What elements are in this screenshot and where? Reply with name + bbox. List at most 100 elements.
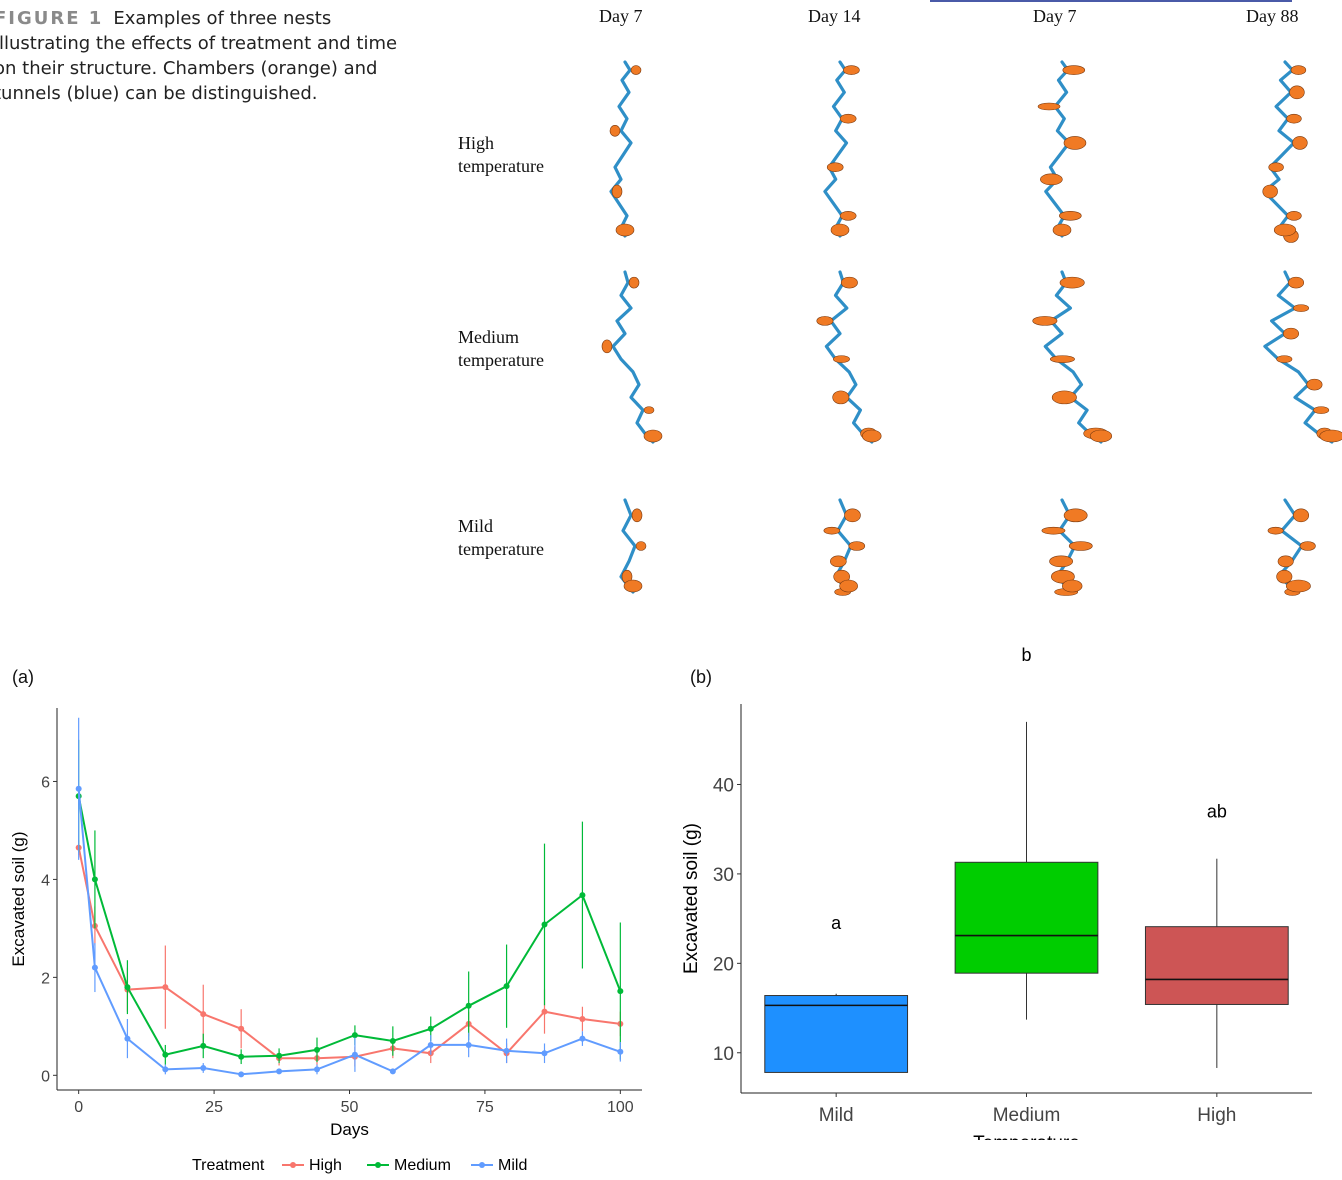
x-tick-label: Mild [819,1105,854,1126]
box-body [764,995,909,1073]
chamber [1277,555,1294,568]
row-label-line1: High [458,133,494,153]
legend-item: High [282,1157,342,1174]
column-header-1: Day 7 [599,6,643,26]
data-point [579,1015,586,1022]
data-point [162,984,169,991]
chamber [1062,65,1086,75]
chamber [830,223,850,237]
chamber [1288,276,1305,289]
column-header-2: Day 14 [808,6,861,26]
chamber [1286,210,1302,221]
chamber [1068,541,1093,551]
chamber [1051,390,1077,405]
nest-drawing [1267,498,1316,596]
chamber [623,579,643,593]
column-header-3: Day 7 [1033,6,1077,26]
nest-drawing [601,270,663,444]
row-label-high: High temperature [458,132,544,178]
legend-label: Medium [394,1157,451,1174]
chamber [830,555,847,568]
chamber [643,406,655,414]
data-point [617,1048,624,1055]
y-tick-label: 2 [41,970,50,987]
chamber [1050,569,1075,584]
box-body [1144,926,1289,1005]
panel-a-label: (a) [12,667,34,687]
chamber [826,162,844,173]
box-mild: a [764,913,909,1073]
chamber [1059,210,1082,221]
nest-drawing [1262,60,1308,243]
y-tick-label: 4 [41,872,50,889]
legend-item: Mild [471,1157,527,1174]
data-point [503,983,510,990]
chamber [628,276,640,289]
legend-label: High [309,1157,342,1174]
chamber [1049,355,1075,363]
column-header-4: Day 88 [1246,6,1299,26]
y-axis-title: Excavated soil (g) [681,823,702,974]
chamber [1052,223,1072,237]
chamber [1267,526,1284,535]
data-point [162,1051,169,1058]
series-mild [75,717,624,1078]
chamber [1268,162,1284,173]
x-tick-label: 0 [74,1099,83,1116]
chamber [823,526,841,535]
box-high: ab [1144,801,1289,1068]
caption-text: Examples of three nests illustrating the… [0,8,398,104]
chamber [1032,316,1058,326]
data-point [75,785,82,792]
x-axis-title: Days [330,1120,369,1139]
nest-drawing [1263,270,1342,444]
series-line [77,796,622,1058]
data-point [351,1051,358,1058]
legend-item: Medium [367,1157,451,1174]
data-point [579,892,586,899]
chamber [1293,508,1310,523]
chamber [1273,223,1297,237]
data-point [465,1002,472,1009]
chamber [1276,355,1293,363]
series-line [77,847,621,1060]
data-point [314,1046,320,1053]
y-tick-label: 10 [713,1044,734,1065]
line-chart: 0 2 4 6 0 25 50 75 100 Days Excavated soil (g) Trea… [9,708,642,1174]
x-tick-label: 75 [476,1099,494,1116]
chamber [1041,526,1066,535]
chamber [601,339,613,354]
legend-key-point [375,1162,381,1168]
chamber [1299,541,1316,551]
figure-label: FIGURE 1 [0,8,104,29]
row-label-line1: Medium [458,327,519,347]
x-tick-label: Medium [993,1105,1061,1126]
legend-key-point [479,1162,485,1168]
chamber [816,316,834,326]
x-tick-label: High [1197,1105,1236,1126]
chamber [832,390,850,405]
data-point [427,1025,434,1032]
tunnel [1263,270,1334,444]
nest-drawing [823,498,866,596]
significance-letter: a [831,913,842,933]
data-point [238,1025,245,1032]
data-point [276,1052,283,1059]
data-point [389,1038,396,1045]
chamber [1290,65,1307,75]
chamber [848,541,866,551]
row-label-line1: Mild [458,516,494,536]
top-rule [930,0,1292,2]
chamber [1276,569,1293,584]
data-point [200,1011,207,1018]
chamber [631,508,643,523]
nest-drawing [1037,60,1087,238]
box-medium: b [954,645,1099,1020]
data-point [389,1068,396,1075]
data-point [276,1068,283,1075]
series-high [75,840,624,1067]
data-point [541,1008,548,1015]
box-body [954,861,1099,974]
data-point [91,964,98,971]
y-axis-title: Excavated soil (g) [9,831,28,966]
